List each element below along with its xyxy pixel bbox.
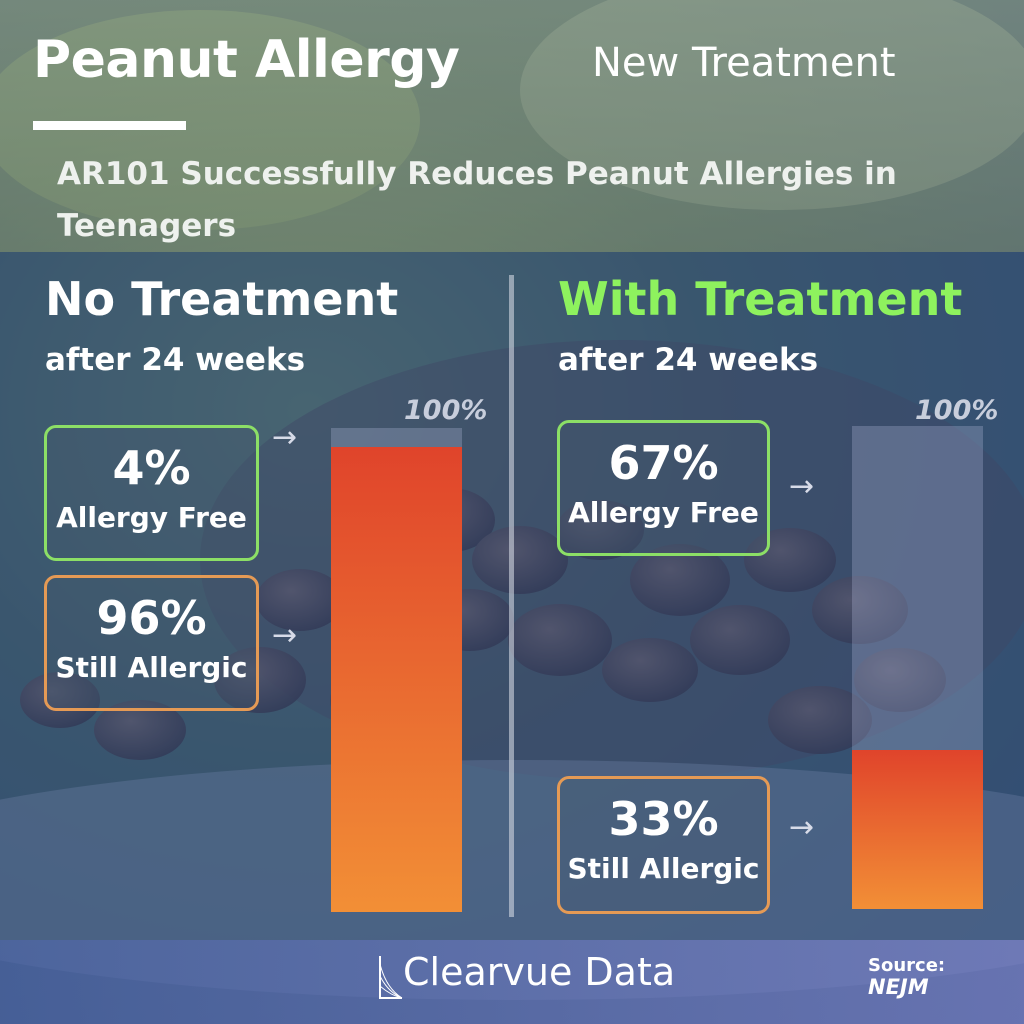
- still-allergic-card: 33% Still Allergic: [557, 776, 770, 914]
- panel-subtitle-with-treatment: after 24 weeks: [558, 342, 819, 378]
- arrow-right-icon: →: [789, 810, 815, 845]
- axis-max-label: 100%: [404, 395, 488, 426]
- allergy-free-percent: 67%: [608, 436, 719, 490]
- allergy-free-label: Allergy Free: [56, 501, 247, 534]
- allergy-free-percent: 4%: [112, 441, 191, 495]
- bar-track-no-treatment: [331, 428, 462, 912]
- allergy-free-card: 67% Allergy Free: [557, 420, 770, 556]
- axis-max-label: 100%: [915, 395, 999, 426]
- bar-still-allergic-no-treatment: [331, 447, 462, 912]
- panel-subtitle-no-treatment: after 24 weeks: [45, 342, 306, 378]
- panel-title-with-treatment: With Treatment: [558, 272, 963, 326]
- still-allergic-label: Still Allergic: [55, 651, 248, 684]
- allergy-free-card: 4% Allergy Free: [44, 425, 259, 561]
- bar-track-with-treatment: [852, 426, 983, 909]
- panel-title-no-treatment: No Treatment: [45, 272, 399, 326]
- source-label: Source:: [868, 955, 946, 976]
- subtitle: AR101 Successfully Reduces Peanut Allerg…: [57, 156, 897, 244]
- allergy-free-label: Allergy Free: [568, 496, 759, 529]
- page-title: Peanut Allergy: [33, 30, 460, 90]
- brand-name: Clearvue Data: [403, 950, 676, 994]
- title-underline: [33, 121, 186, 130]
- still-allergic-percent: 96%: [96, 591, 207, 645]
- footer-band: [0, 940, 1024, 1024]
- clearvue-logo-icon: [379, 956, 403, 999]
- bar-still-allergic-with-treatment: [852, 749, 983, 909]
- still-allergic-percent: 33%: [608, 792, 719, 846]
- source-name: NEJM: [868, 975, 929, 999]
- arrow-right-icon: →: [272, 420, 298, 455]
- arrow-right-icon: →: [272, 618, 298, 653]
- still-allergic-label: Still Allergic: [567, 852, 760, 885]
- tagline: New Treatment: [592, 40, 896, 86]
- panel-divider: [509, 275, 514, 917]
- arrow-right-icon: →: [789, 469, 815, 504]
- still-allergic-card: 96% Still Allergic: [44, 575, 259, 711]
